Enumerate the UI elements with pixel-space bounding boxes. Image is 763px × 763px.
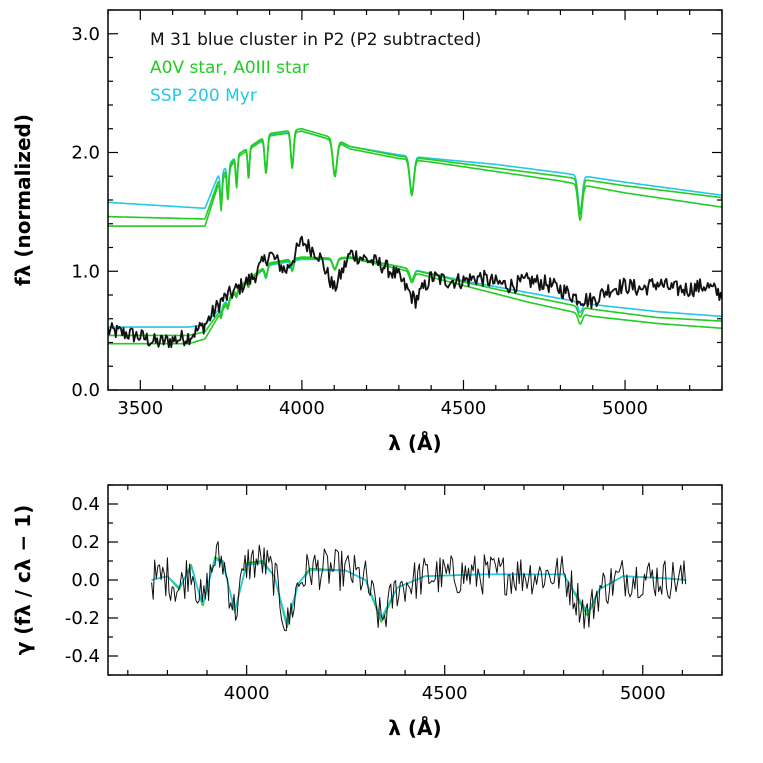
x-tick-label: 4000 bbox=[224, 683, 270, 704]
plot-area-top bbox=[108, 128, 722, 349]
y-tick-label: 2.0 bbox=[71, 143, 100, 164]
x-tick-label: 4500 bbox=[422, 683, 468, 704]
plot-area-bottom bbox=[151, 541, 687, 632]
y-tick-label: 0.4 bbox=[71, 494, 100, 515]
x-axis-label: λ (Å) bbox=[388, 431, 441, 455]
legend-entry-cluster: M 31 blue cluster in P2 (P2 subtracted) bbox=[150, 30, 481, 50]
x-tick-label: 4000 bbox=[279, 398, 325, 419]
series-line-ssp-200-myr bbox=[108, 256, 722, 328]
legend-entry-ssp: SSP 200 Myr bbox=[150, 86, 257, 106]
y-tick-label: 0.0 bbox=[71, 570, 100, 591]
y-axis-label: fλ (normalized) bbox=[11, 114, 35, 286]
y-tick-label: 1.0 bbox=[71, 261, 100, 282]
series-line-a0v-star bbox=[108, 256, 722, 337]
series-line-a0iii-star bbox=[108, 257, 722, 345]
y-axis-label: γ (fλ / cλ − 1) bbox=[11, 505, 35, 656]
x-tick-label: 4500 bbox=[441, 398, 487, 419]
y-tick-label: 3.0 bbox=[71, 24, 100, 45]
series-line-a0iii-star-offset bbox=[108, 130, 722, 227]
top-panel: 3500 4000 4500 5000 0.0 1.0 2.0 3.0 λ (Å) fλ (nor… bbox=[11, 9, 723, 455]
y-tick-label: -0.4 bbox=[65, 646, 100, 667]
x-tick-label: 5000 bbox=[602, 398, 648, 419]
y-tick-label: 0.2 bbox=[71, 532, 100, 553]
x-axis-label: λ (Å) bbox=[388, 716, 441, 740]
legend: M 31 blue cluster in P2 (P2 subtracted) … bbox=[150, 30, 481, 106]
y-tick-label: 0.0 bbox=[71, 380, 100, 401]
y-tick-label: -0.2 bbox=[65, 608, 100, 629]
legend-entry-stars: A0V star, A0III star bbox=[150, 58, 309, 78]
series-line-m-31-blue-cluster bbox=[151, 541, 687, 632]
x-tick-label: 3500 bbox=[117, 398, 163, 419]
x-tick-label: 5000 bbox=[620, 683, 666, 704]
series-line-m-31-blue-cluster-in-p2-p2-subtracted bbox=[108, 235, 722, 349]
bottom-panel: 4000 4500 5000 -0.4 -0.2 0.0 0.2 0.4 λ (Å) γ (fλ … bbox=[11, 484, 723, 740]
